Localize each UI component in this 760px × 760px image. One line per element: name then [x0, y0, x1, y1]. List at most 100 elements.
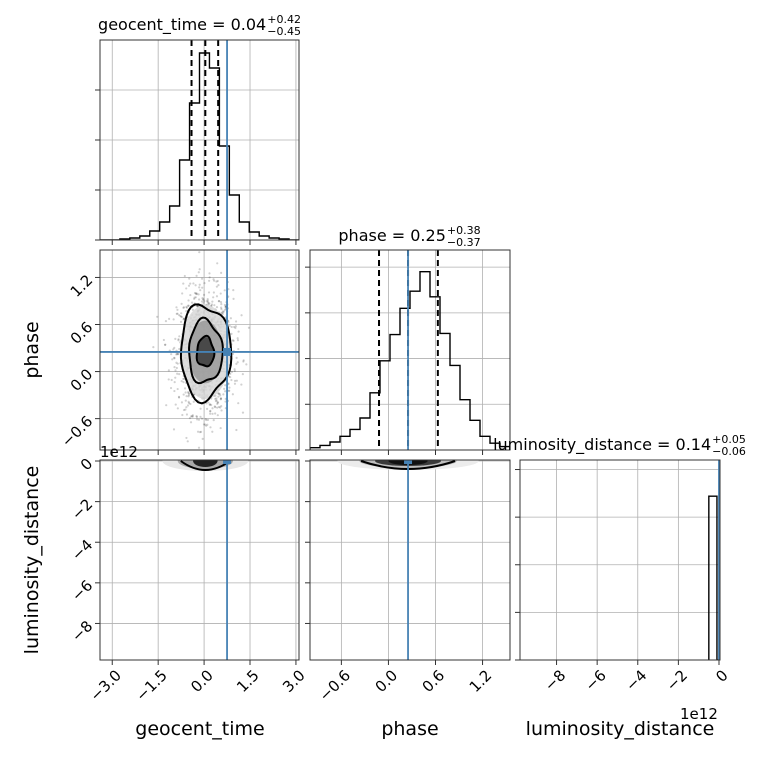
sample-point: [206, 423, 209, 426]
sample-point: [234, 320, 238, 323]
sample-point: [206, 301, 210, 304]
sample-point: [241, 373, 244, 376]
x-axis-label-geocent_time: geocent_time: [135, 718, 264, 740]
sample-point: [229, 372, 232, 375]
sample-point: [188, 277, 191, 280]
sample-point: [194, 292, 198, 295]
sample-point: [176, 387, 179, 391]
sample-point: [173, 346, 176, 349]
sample-point: [237, 402, 240, 405]
sample-point: [222, 393, 225, 396]
sample-point: [185, 287, 188, 290]
sample-point: [176, 407, 179, 410]
sample-point: [197, 293, 200, 296]
title-minus: −0.37: [447, 236, 481, 249]
sample-point: [175, 306, 178, 309]
grid-phase-phase: [310, 250, 510, 450]
sample-point: [198, 268, 201, 271]
sample-point: [172, 318, 175, 321]
sample-point: [217, 405, 221, 409]
sample-point: [223, 308, 226, 312]
sample-point: [176, 308, 179, 311]
sample-point: [219, 397, 223, 400]
sample-point: [182, 318, 185, 321]
sample-point: [183, 317, 186, 320]
truth-marker: [223, 347, 232, 356]
grid-luminosity_distance-geocent_time: [100, 460, 299, 660]
sample-point: [207, 291, 211, 294]
sample-point: [173, 356, 176, 359]
sample-point: [216, 414, 219, 417]
sample-point: [220, 303, 223, 306]
sample-point: [211, 300, 214, 303]
sample-point: [192, 400, 195, 403]
sample-point: [176, 312, 179, 315]
sample-point: [237, 330, 240, 333]
sample-point: [235, 379, 238, 382]
y-axis-label-luminosity_distance: luminosity_distance: [21, 466, 43, 655]
sample-point: [216, 279, 219, 283]
density-geocent_time-luminosity_distance: [162, 460, 249, 660]
sample-point: [245, 363, 248, 366]
x-axis-label-phase: phase: [381, 718, 438, 740]
sample-point: [216, 401, 219, 404]
sample-point: [219, 426, 222, 430]
sample-point: [235, 356, 238, 360]
sample-point: [175, 361, 178, 364]
sample-point: [173, 389, 176, 393]
title-minus: −0.45: [267, 25, 301, 38]
sample-point: [218, 300, 221, 303]
sample-point: [185, 309, 188, 313]
sample-point: [185, 306, 188, 309]
x-tick-label: −6: [582, 666, 610, 694]
x-tick-label: −3.0: [86, 666, 124, 704]
sample-point: [234, 325, 237, 328]
sample-point: [235, 428, 238, 432]
sample-point: [194, 284, 197, 287]
sample-point: [167, 369, 170, 372]
sample-point: [232, 289, 235, 292]
sample-point: [216, 402, 219, 405]
sample-point: [182, 377, 185, 381]
sample-point: [216, 401, 220, 404]
sample-point: [212, 296, 215, 299]
sample-point: [201, 286, 204, 289]
sample-point: [172, 428, 176, 431]
title-main: luminosity_distance = 0.14: [493, 435, 711, 455]
title-geocent_time: geocent_time = 0.04 +0.42−0.45: [98, 13, 301, 38]
sample-point: [189, 402, 192, 406]
sample-point: [195, 415, 198, 419]
y-axis-label-phase: phase: [21, 321, 43, 378]
sample-point: [210, 403, 213, 407]
x-tick-label: −8: [541, 666, 569, 694]
sample-point: [219, 406, 222, 409]
sample-point: [224, 400, 227, 403]
sample-point: [220, 271, 223, 274]
sample-point: [195, 274, 198, 277]
sample-point: [228, 389, 231, 392]
sample-point: [188, 392, 191, 395]
sample-point: [190, 301, 194, 304]
sample-point: [208, 279, 211, 282]
sample-point: [228, 386, 231, 389]
sample-point: [211, 412, 214, 415]
sample-point: [187, 394, 190, 397]
sample-point: [209, 426, 212, 429]
sample-point: [221, 311, 224, 314]
sample-point: [182, 306, 186, 309]
sample-point: [214, 397, 217, 401]
sample-point: [237, 347, 240, 351]
sample-point: [220, 308, 223, 311]
title-plus: +0.42: [267, 13, 301, 26]
sample-point: [230, 370, 234, 373]
sample-point: [180, 315, 184, 319]
sample-point: [163, 343, 167, 346]
sample-point: [214, 399, 217, 403]
sample-point: [197, 298, 201, 301]
sample-point: [183, 387, 187, 390]
sample-point: [182, 408, 186, 412]
sample-point: [196, 473, 198, 475]
sample-point: [209, 403, 212, 406]
sample-point: [174, 376, 177, 379]
